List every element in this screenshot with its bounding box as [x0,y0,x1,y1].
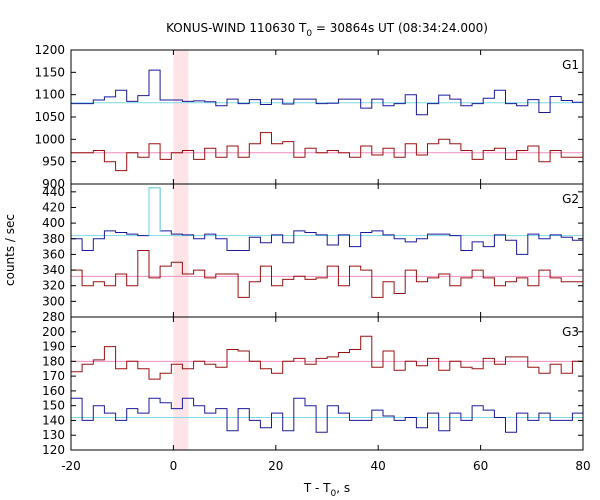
panel-frame [70,316,584,451]
series-blue-g3 [71,397,583,433]
x-tick-label: 0 [170,459,178,473]
x-tick-label: 20 [268,459,283,473]
series-red-g2 [71,250,583,298]
y-tick-label: 300 [42,294,65,308]
y-tick-label: 1100 [34,88,65,102]
panel-label: G3 [562,325,579,339]
series-blue-g1 [71,69,583,116]
panel-g1: 900 950 1000 1050 1100 1150 1200 G1 [34,43,584,191]
x-axis-label: T - T0, s [303,481,350,499]
y-axis-label: counts / sec [3,214,17,286]
y-tick-label: 320 [42,279,65,293]
y-tick-label: 160 [42,384,65,398]
y-tick-label: 280 [42,310,65,324]
x-tick-label: 80 [575,459,590,473]
highlight-interval [173,50,189,450]
y-tick-label: 1050 [34,110,65,124]
x-tick-label: 40 [371,459,386,473]
y-tick-label: 360 [42,247,65,261]
y-tick-label: 120 [42,443,65,457]
y-tick-label: 440 [42,185,65,199]
y-tick-label: 420 [42,200,65,214]
burst-spike [148,187,161,236]
y-tick-label: 180 [42,354,65,368]
y-tick-label: 1200 [34,43,65,57]
x-tick-label: 60 [473,459,488,473]
panel-frame [70,49,584,185]
panels: 90095010001050110011501200G1280300320340… [34,43,590,473]
x-tick-label: -20 [61,459,81,473]
chart-title: KONUS-WIND 110630 T0 = 30864s UT (08:34:… [166,21,488,39]
y-tick-label: 1150 [34,65,65,79]
panel-label: G1 [562,58,579,72]
series-blue-g2 [71,187,583,255]
y-tick-label: 190 [42,340,65,354]
y-tick-label: 1000 [34,132,65,146]
y-tick-label: 340 [42,263,65,277]
y-tick-label: 400 [42,216,65,230]
y-tick-label: 150 [42,399,65,413]
y-tick-label: 200 [42,325,65,339]
y-tick-label: 170 [42,369,65,383]
series-red-g3 [71,335,583,380]
y-tick-label: 950 [42,155,65,169]
series-red-g1 [71,132,583,172]
y-tick-label: 900 [42,177,65,191]
y-tick-label: 140 [42,413,65,427]
y-tick-label: 380 [42,232,65,246]
panel-label: G2 [562,192,579,206]
y-tick-label: 130 [42,428,65,442]
